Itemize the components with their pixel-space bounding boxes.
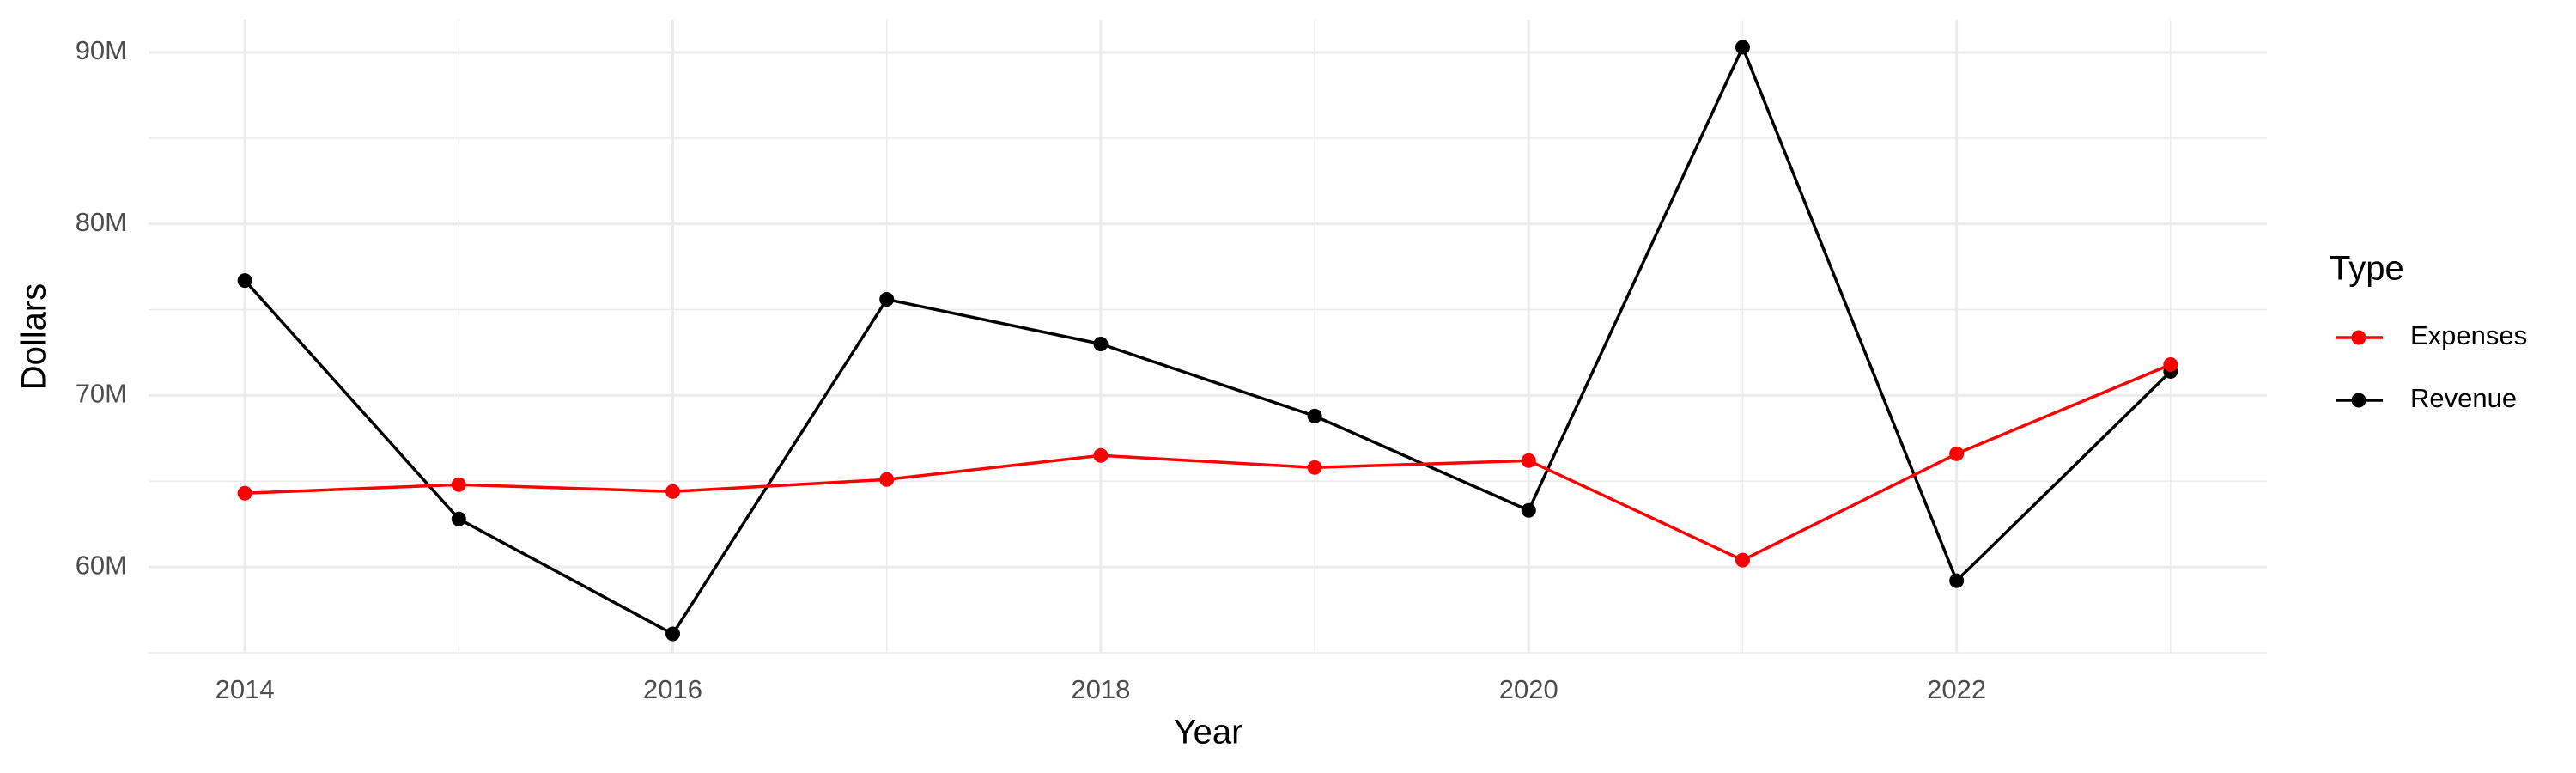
x-tick-label: 2022	[1927, 674, 1986, 704]
data-point	[1521, 502, 1536, 518]
data-point	[1307, 408, 1322, 423]
legend-key-point	[2351, 330, 2366, 345]
data-point	[2163, 356, 2178, 372]
data-point	[1521, 453, 1536, 468]
data-point	[665, 626, 681, 642]
data-point	[1949, 573, 1965, 588]
data-point	[237, 485, 252, 501]
data-point	[1093, 336, 1109, 351]
data-point	[879, 472, 895, 487]
y-axis-title: Dollars	[15, 283, 53, 390]
x-tick-label: 2018	[1071, 674, 1130, 704]
data-point	[237, 273, 252, 289]
legend-key-point	[2351, 393, 2366, 408]
legend-label: Expenses	[2410, 320, 2527, 350]
data-point	[451, 477, 466, 492]
data-point	[1307, 460, 1322, 475]
data-point	[1093, 447, 1109, 463]
data-point	[1949, 446, 1965, 461]
legend-label: Revenue	[2410, 383, 2517, 413]
data-point	[1735, 552, 1750, 568]
series-line	[245, 362, 2172, 563]
x-tick-label: 2020	[1499, 674, 1558, 704]
y-tick-label: 60M	[76, 550, 127, 580]
series-line	[243, 43, 2172, 636]
y-tick-label: 70M	[76, 379, 127, 409]
legend-title: Type	[2330, 250, 2404, 288]
data-point	[665, 484, 681, 499]
data-point	[451, 511, 466, 526]
y-tick-label: 90M	[76, 35, 127, 65]
y-tick-label: 80M	[76, 207, 127, 237]
data-point	[1735, 40, 1750, 55]
data-point	[879, 292, 895, 307]
x-tick-label: 2016	[643, 674, 702, 704]
x-axis-title: Year	[1174, 714, 1243, 752]
x-tick-label: 2014	[216, 674, 275, 704]
